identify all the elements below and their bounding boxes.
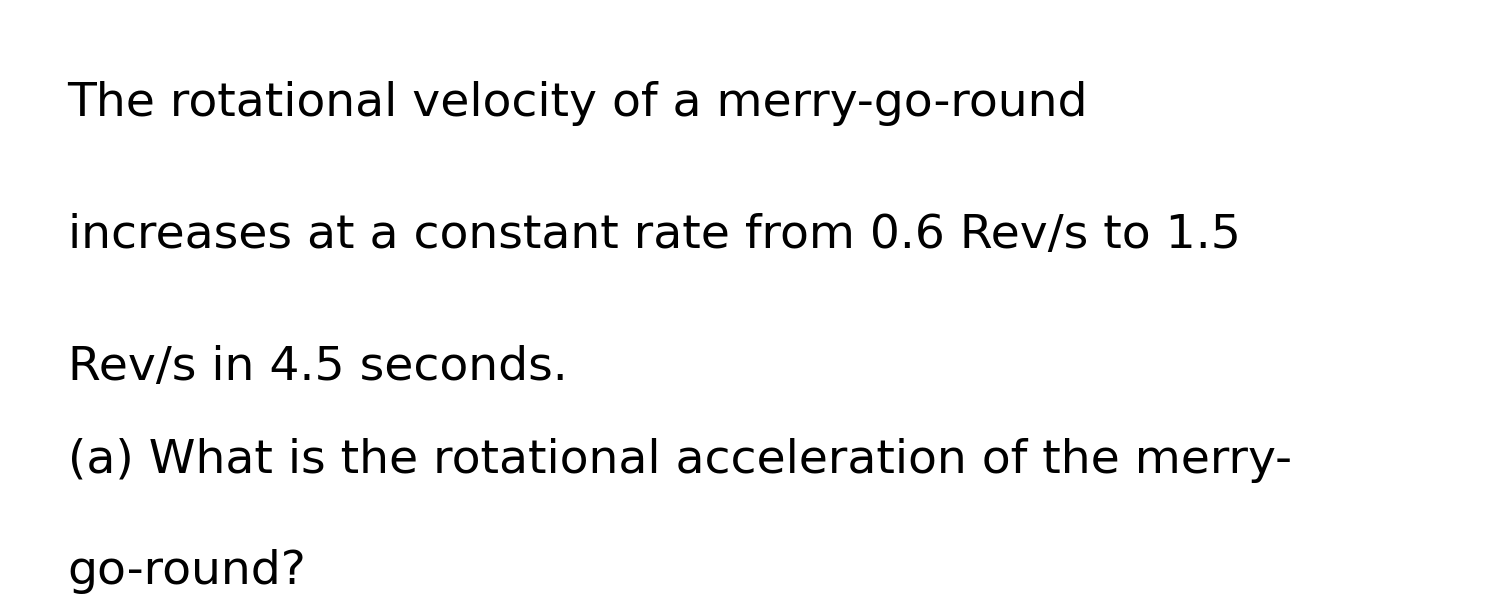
Text: increases at a constant rate from 0.6 Rev/s to 1.5: increases at a constant rate from 0.6 Re…	[68, 213, 1240, 258]
Text: The rotational velocity of a merry-go-round: The rotational velocity of a merry-go-ro…	[68, 81, 1088, 126]
Text: Rev/s in 4.5 seconds.: Rev/s in 4.5 seconds.	[68, 345, 567, 390]
Text: (a) What is the rotational acceleration of the merry-: (a) What is the rotational acceleration …	[68, 438, 1292, 483]
Text: go-round?: go-round?	[68, 549, 306, 594]
